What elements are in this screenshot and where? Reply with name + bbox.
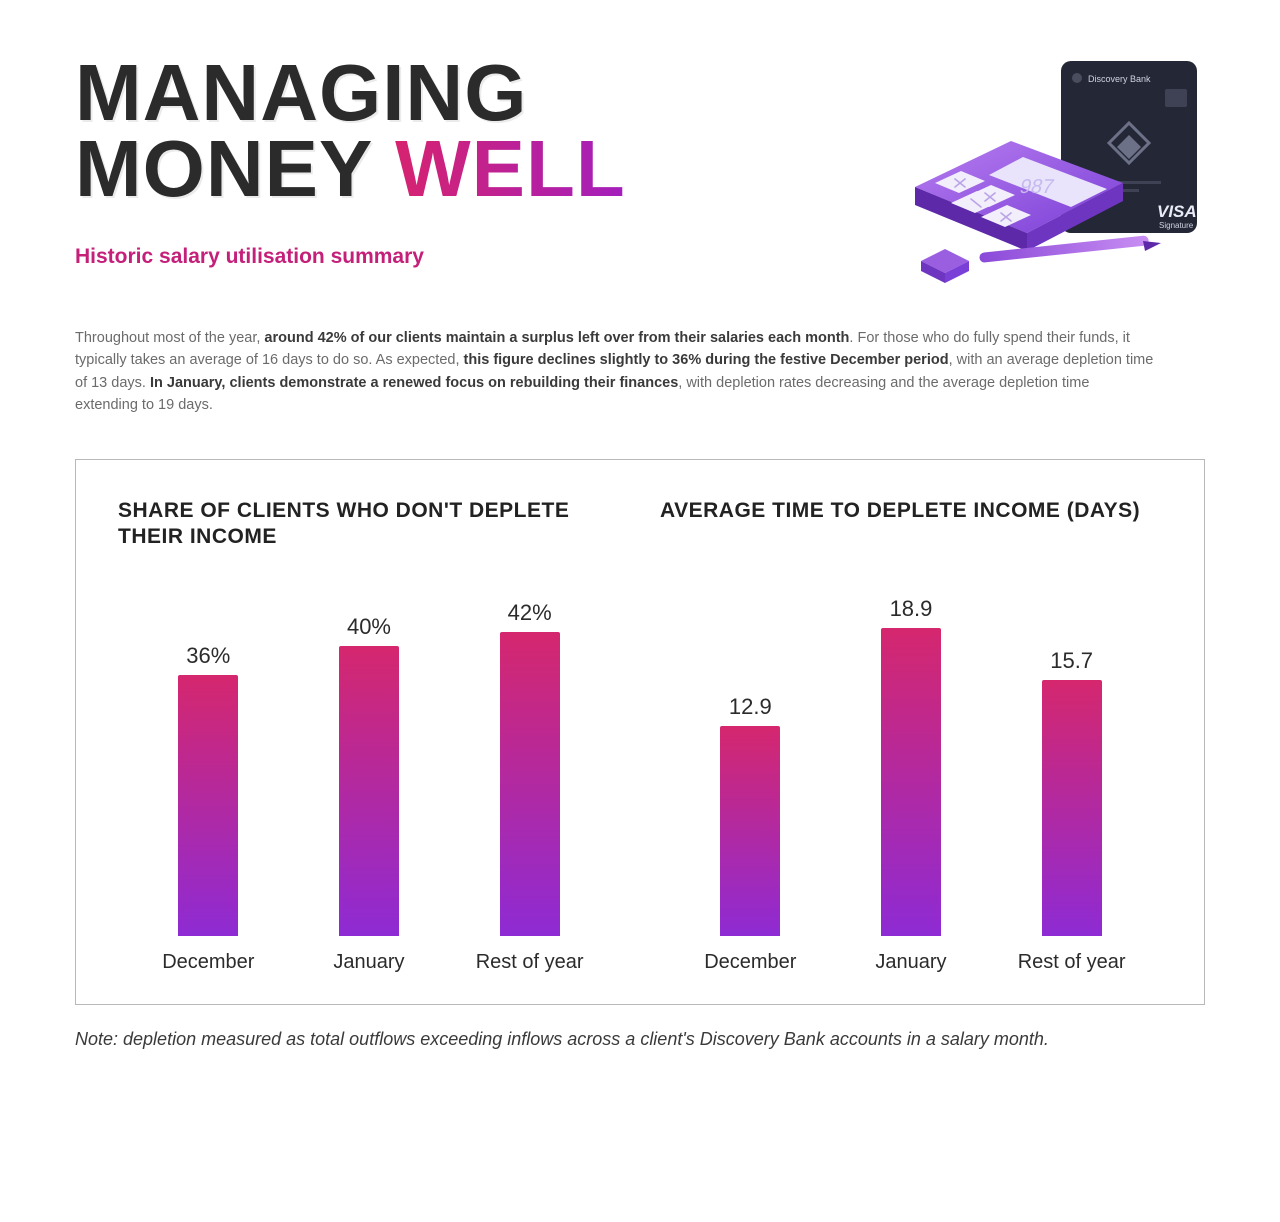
bar — [1042, 680, 1102, 936]
x-axis-label: Rest of year — [1017, 950, 1127, 974]
x-axis-label: December — [153, 950, 263, 974]
bar-wrap: 36% — [153, 643, 263, 936]
bar-value-label: 15.7 — [1050, 648, 1093, 674]
x-axis-label: January — [856, 950, 966, 974]
bar — [500, 632, 560, 936]
chart-left: SHARE OF CLIENTS WHO DON'T DEPLETE THEIR… — [118, 498, 620, 974]
title-accent: WELL — [395, 124, 626, 213]
title-line2a: MONEY — [75, 124, 395, 213]
bar — [178, 675, 238, 936]
bar-wrap: 42% — [475, 600, 585, 936]
chart-container: SHARE OF CLIENTS WHO DON'T DEPLETE THEIR… — [75, 459, 1205, 1005]
chart-left-title: SHARE OF CLIENTS WHO DON'T DEPLETE THEIR… — [118, 498, 620, 556]
bar-value-label: 18.9 — [890, 596, 933, 622]
para-seg4: this figure declines slightly to 36% dur… — [464, 352, 949, 368]
card-brand-text: Discovery Bank — [1088, 74, 1151, 84]
bar-value-label: 36% — [186, 643, 230, 669]
bar — [881, 628, 941, 936]
chart-right-bars: 12.9 18.9 15.7 — [660, 576, 1162, 936]
card-signature-text: Signature — [1159, 221, 1194, 230]
para-seg1: Throughout most of the year, — [75, 330, 264, 346]
title-block: MANAGING MONEY WELL Historic salary util… — [75, 55, 885, 269]
hero-illustration: Discovery Bank VISA Signature 987 — [885, 55, 1205, 285]
chart-right: AVERAGE TIME TO DEPLETE INCOME (DAYS) 12… — [660, 498, 1162, 974]
para-seg6: In January, clients demonstrate a renewe… — [150, 375, 678, 391]
bar-wrap: 40% — [314, 614, 424, 936]
bar-value-label: 40% — [347, 614, 391, 640]
x-axis-label: Rest of year — [475, 950, 585, 974]
header-row: MANAGING MONEY WELL Historic salary util… — [75, 55, 1205, 285]
chart-right-xlabels: December January Rest of year — [660, 936, 1162, 974]
bar-wrap: 18.9 — [856, 596, 966, 936]
bar-wrap: 12.9 — [695, 694, 805, 936]
page-title: MANAGING MONEY WELL — [75, 55, 885, 207]
intro-paragraph: Throughout most of the year, around 42% … — [75, 327, 1155, 417]
chart-left-bars: 36% 40% 42% — [118, 576, 620, 936]
chart-left-xlabels: December January Rest of year — [118, 936, 620, 974]
x-axis-label: December — [695, 950, 805, 974]
bar-value-label: 42% — [508, 600, 552, 626]
bar — [339, 646, 399, 936]
bar-wrap: 15.7 — [1017, 648, 1127, 936]
x-axis-label: January — [314, 950, 424, 974]
bar — [720, 726, 780, 936]
calculator-digits: 987 — [1017, 176, 1056, 198]
bar-value-label: 12.9 — [729, 694, 772, 720]
card-visa-text: VISA — [1157, 202, 1197, 221]
para-seg2: around 42% of our clients maintain a sur… — [264, 330, 849, 346]
footnote: Note: depletion measured as total outflo… — [75, 1027, 1205, 1052]
chart-right-title: AVERAGE TIME TO DEPLETE INCOME (DAYS) — [660, 498, 1162, 556]
subtitle: Historic salary utilisation summary — [75, 245, 885, 269]
